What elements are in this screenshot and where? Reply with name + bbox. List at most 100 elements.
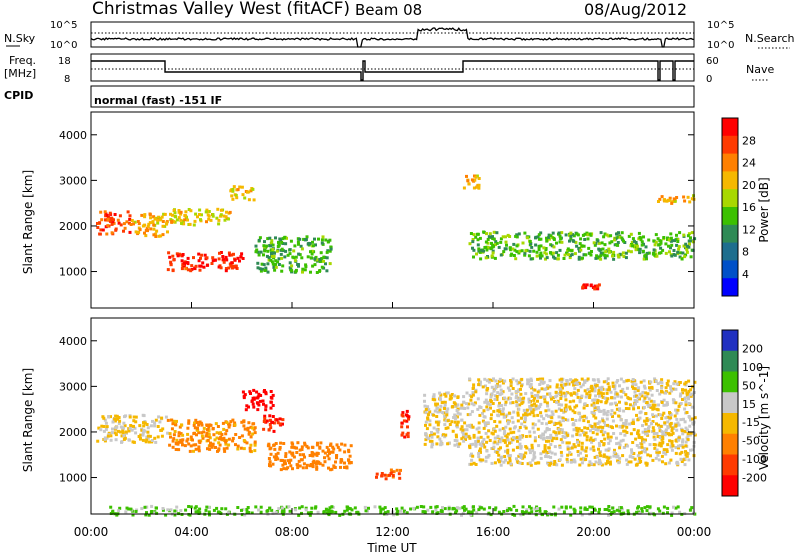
power-cell bbox=[642, 235, 645, 239]
velocity-cell bbox=[550, 397, 553, 401]
power-cell bbox=[528, 249, 532, 253]
velocity-cell bbox=[462, 439, 466, 443]
velocity-cell bbox=[655, 450, 659, 454]
velocity-cell bbox=[253, 443, 257, 447]
velocity-cell bbox=[583, 507, 587, 511]
velocity-cell bbox=[424, 411, 428, 415]
velocity-cell bbox=[255, 401, 259, 405]
power-cell bbox=[680, 257, 684, 261]
velocity-cell bbox=[553, 445, 557, 449]
power-cell bbox=[270, 241, 274, 245]
power-cell bbox=[551, 251, 555, 255]
velocity-cell bbox=[443, 407, 446, 410]
velocity-cell bbox=[623, 424, 627, 427]
velocity-cell bbox=[472, 403, 476, 407]
velocity-cell bbox=[330, 510, 334, 514]
velocity-cell bbox=[595, 432, 599, 436]
power-cell bbox=[194, 264, 198, 268]
velocity-cell bbox=[315, 466, 319, 469]
velocity-cell bbox=[647, 418, 651, 422]
velocity-cell bbox=[632, 452, 636, 455]
power-cell bbox=[320, 238, 324, 242]
velocity-cell bbox=[593, 424, 597, 428]
velocity-cell bbox=[236, 444, 240, 448]
velocity-cell bbox=[646, 402, 650, 406]
velocity-cell bbox=[519, 416, 523, 420]
power-cell bbox=[254, 250, 258, 254]
velocity-cell bbox=[469, 443, 473, 447]
velocity-cell bbox=[662, 505, 666, 509]
velocity-cell bbox=[645, 462, 649, 466]
power-cell bbox=[486, 238, 490, 241]
power-cell bbox=[491, 235, 494, 239]
velocity-cell bbox=[259, 510, 263, 514]
velocity-cell bbox=[494, 386, 498, 390]
velocity-cell bbox=[272, 455, 276, 459]
velocity-cell bbox=[573, 511, 577, 515]
velocity-cell bbox=[657, 443, 661, 447]
power-colorbar-label: Power [dB] bbox=[757, 177, 771, 242]
power-cell bbox=[328, 249, 332, 253]
velocity-cell bbox=[97, 426, 101, 430]
power-cell bbox=[570, 249, 574, 253]
velocity-cell bbox=[502, 460, 506, 464]
velocity-cell bbox=[564, 506, 568, 510]
velocity-cell bbox=[160, 434, 164, 438]
power-cell bbox=[166, 268, 170, 272]
velocity-cell bbox=[671, 444, 675, 448]
velocity-cell bbox=[664, 416, 668, 420]
velocity-cell bbox=[559, 423, 563, 427]
power-cell bbox=[544, 252, 548, 256]
power-cell bbox=[515, 244, 519, 248]
velocity-cell bbox=[554, 431, 558, 435]
velocity-cell bbox=[143, 421, 147, 425]
velocity-cell bbox=[482, 507, 486, 511]
power-cell bbox=[539, 256, 542, 260]
velocity-cell bbox=[603, 508, 607, 511]
velocity-cell bbox=[493, 461, 497, 465]
velocity-cell bbox=[597, 447, 600, 451]
velocity-cell bbox=[134, 510, 138, 513]
power-cell bbox=[659, 241, 663, 245]
velocity-cell bbox=[485, 405, 489, 409]
velocity-cell bbox=[662, 411, 666, 415]
velocity-cell bbox=[630, 448, 633, 452]
velocity-cell bbox=[594, 460, 598, 464]
velocity-cell bbox=[146, 426, 150, 430]
velocity-cell bbox=[451, 429, 455, 433]
velocity-cell bbox=[509, 379, 512, 382]
velocity-cell bbox=[635, 444, 639, 447]
velocity-cell bbox=[495, 451, 499, 454]
power-cell bbox=[286, 253, 290, 257]
velocity-cell bbox=[581, 383, 585, 387]
power-cell bbox=[631, 237, 635, 241]
velocity-cell bbox=[658, 392, 662, 396]
power-cell bbox=[607, 234, 611, 238]
power-cell bbox=[599, 231, 603, 235]
velocity-cell bbox=[101, 415, 105, 419]
velocity-cell bbox=[265, 419, 269, 423]
velocity-cell bbox=[627, 460, 631, 464]
velocity-cell bbox=[656, 435, 660, 438]
velocity-cell bbox=[272, 443, 276, 447]
colorbar-tick-label: 28 bbox=[742, 134, 756, 147]
velocity-cell bbox=[532, 414, 536, 418]
velocity-cell bbox=[498, 420, 502, 424]
power-cell bbox=[301, 267, 305, 271]
nsky-panel: N.Sky 10^5 10^0 10^5 10^0 N.Search bbox=[4, 20, 795, 51]
velocity-cell bbox=[286, 459, 290, 463]
velocity-cell bbox=[481, 419, 485, 423]
colorbar-swatch bbox=[722, 242, 738, 261]
velocity-cell bbox=[318, 462, 322, 466]
power-cell bbox=[600, 241, 604, 245]
velocity-cell bbox=[426, 413, 430, 417]
velocity-cell bbox=[604, 448, 608, 452]
power-cell bbox=[639, 238, 643, 242]
velocity-cell bbox=[527, 380, 531, 384]
velocity-cell bbox=[686, 428, 689, 432]
power-cell bbox=[532, 249, 536, 253]
velocity-cell bbox=[119, 430, 123, 434]
velocity-cell bbox=[391, 474, 395, 477]
velocity-cell bbox=[653, 513, 657, 517]
velocity-cell bbox=[687, 401, 691, 405]
